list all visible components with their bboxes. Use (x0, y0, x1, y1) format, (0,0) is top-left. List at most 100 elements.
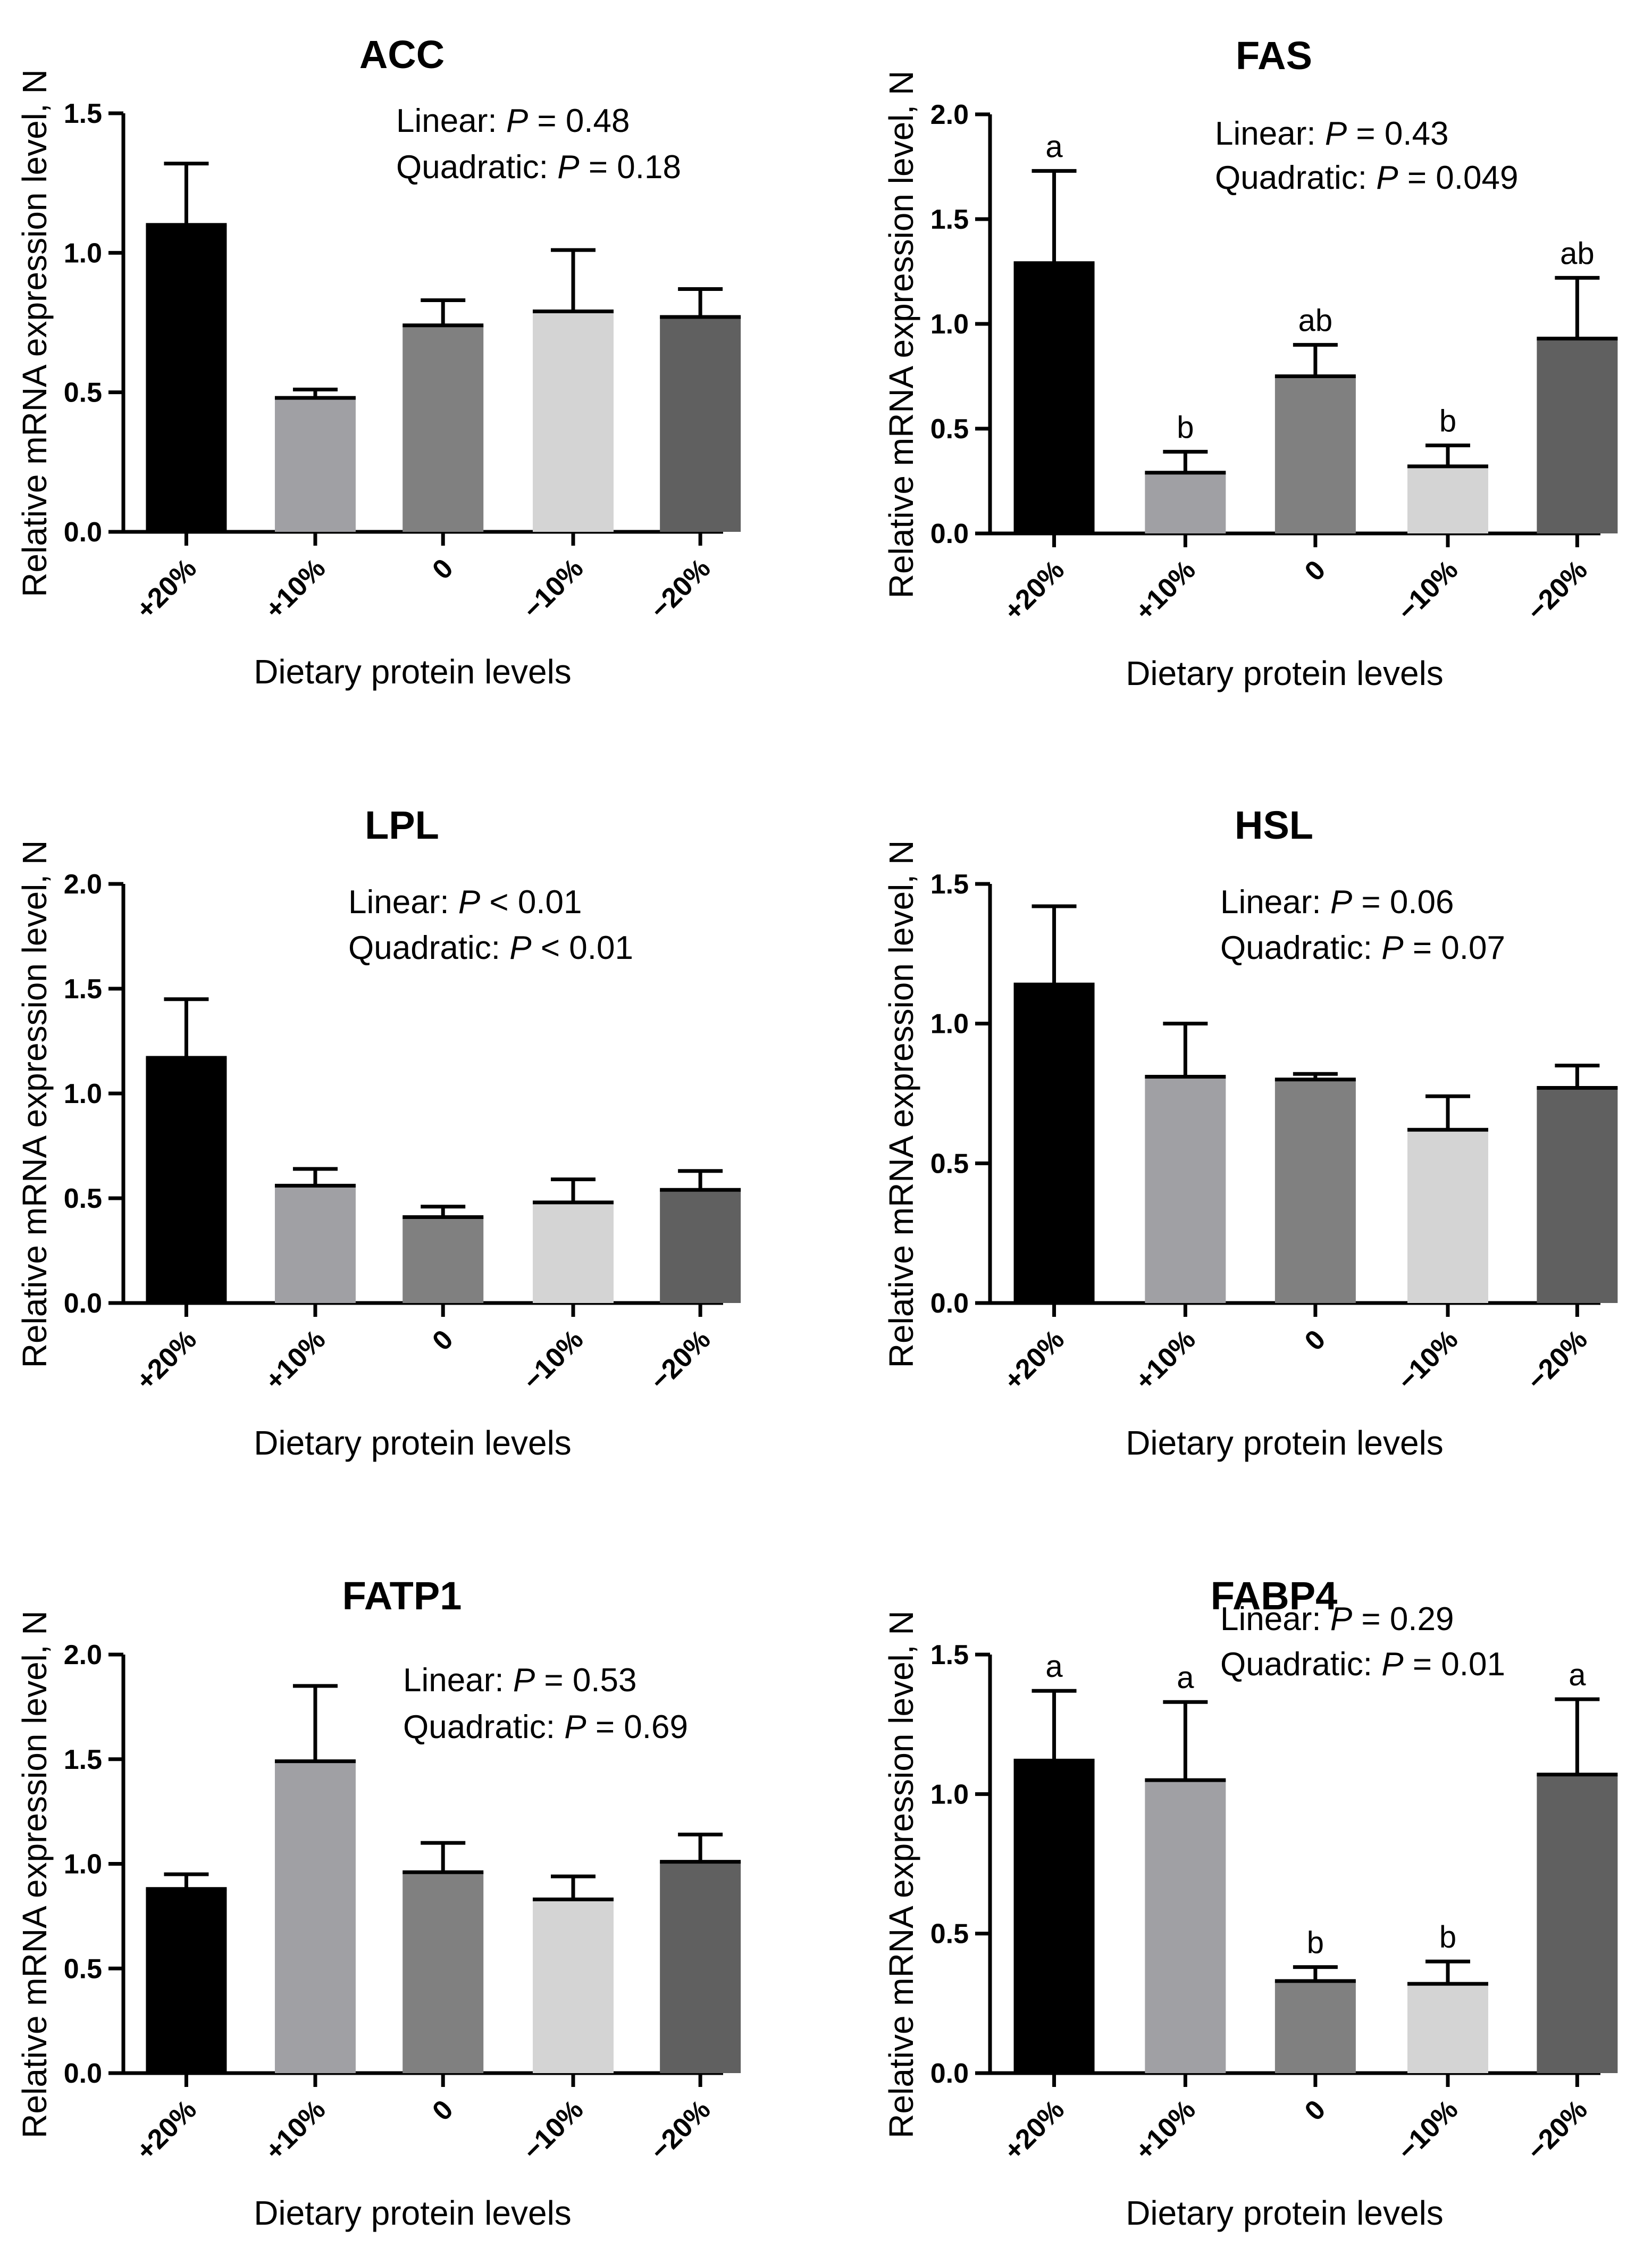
y-tick-label: 0.5 (64, 1953, 102, 1984)
y-tick-label: 2.0 (64, 869, 102, 900)
bar-2 (274, 1185, 356, 1303)
quadratic-p-annotation: Quadratic: P = 0.01 (1220, 1646, 1505, 1683)
chart-title: ACC (359, 32, 445, 77)
bar-1 (1013, 263, 1095, 533)
y-axis-label: Relative mRNA expression level, N (15, 1610, 54, 2138)
x-tick-label: +20% (998, 554, 1070, 627)
x-tick-label: +10% (259, 553, 331, 625)
y-tick-label: 1.5 (64, 1744, 102, 1775)
quadratic-p-annotation: Quadratic: P = 0.07 (1220, 930, 1505, 966)
x-tick-label: −10% (1391, 554, 1464, 627)
y-tick-label: 1.5 (930, 869, 969, 900)
x-tick-label: −20% (644, 553, 717, 625)
y-tick-label: 0.0 (64, 1288, 102, 1319)
bar-1 (146, 1058, 227, 1303)
bar-4 (1407, 1130, 1488, 1303)
linear-p-annotation: Linear: P < 0.01 (348, 884, 582, 921)
x-tick-label: 0 (1299, 554, 1331, 587)
bar-2 (1145, 1780, 1226, 2073)
x-axis-label: Dietary protein levels (254, 1424, 572, 1462)
x-tick-label: 0 (426, 1324, 459, 1356)
bar-5 (660, 317, 741, 532)
x-tick-label: 0 (1299, 1324, 1331, 1356)
y-tick-label: 1.0 (64, 1849, 102, 1880)
x-tick-label: −20% (1521, 1324, 1594, 1396)
x-tick-label: −20% (644, 1324, 717, 1396)
chart-panel-fas: FAS 0.0 0.5 1.0 1.5 2.0 Relative mRNA expressi… (882, 34, 1618, 692)
bar-4 (533, 1899, 614, 2073)
y-tick-label: 1.0 (930, 1009, 969, 1040)
bar-1 (1013, 1760, 1095, 2073)
y-tick-label: 1.5 (930, 1640, 969, 1671)
chart-panel-acc: ACC 0.0 0.5 1.0 1.5 Relative mRNA expression … (15, 32, 741, 691)
quadratic-p-annotation: Quadratic: P = 0.18 (396, 149, 681, 186)
significance-letter: ab (1560, 236, 1595, 271)
x-tick-label: +10% (259, 1324, 331, 1396)
x-axis-label: Dietary protein levels (1126, 1424, 1444, 1462)
chart-panel-hsl: HSL 0.0 0.5 1.0 1.5 Relative mRNA expression … (882, 803, 1618, 1462)
y-tick-label: 2.0 (930, 99, 969, 130)
x-tick-label: 0 (1299, 2094, 1331, 2126)
y-tick-label: 0.0 (930, 519, 969, 549)
bar-3 (1274, 1079, 1356, 1303)
bar-5 (660, 1861, 741, 2073)
x-tick-label: +10% (259, 2094, 331, 2166)
significance-letter: b (1307, 1926, 1324, 1960)
significance-letter: a (1177, 1660, 1194, 1695)
y-axis-label: Relative mRNA expression level, N (15, 69, 54, 597)
y-tick-label: 0.5 (930, 1919, 969, 1950)
y-tick-label: 1.5 (930, 204, 969, 235)
x-axis-label: Dietary protein levels (1126, 2194, 1444, 2232)
x-tick-label: 0 (426, 2094, 459, 2126)
quadratic-p-annotation: Quadratic: P = 0.049 (1215, 160, 1518, 196)
bar-4 (533, 311, 614, 532)
y-tick-label: 1.5 (64, 98, 102, 129)
linear-p-annotation: Linear: P = 0.06 (1220, 884, 1454, 921)
x-tick-label: −20% (1521, 2094, 1594, 2166)
chart-title: FAS (1236, 34, 1312, 78)
bar-3 (1274, 376, 1356, 533)
significance-letter: ab (1298, 303, 1333, 338)
quadratic-p-annotation: Quadratic: P < 0.01 (348, 930, 633, 966)
bar-3 (402, 1217, 484, 1303)
bar-2 (1145, 472, 1226, 533)
chart-panel-lpl: LPL 0.0 0.5 1.0 1.5 2.0 Relative mRNA expressi… (15, 803, 741, 1462)
chart-title: FATP1 (342, 1574, 462, 1618)
x-tick-label: +10% (1129, 554, 1202, 627)
significance-letter: b (1439, 1920, 1456, 1955)
x-axis-label: Dietary protein levels (254, 653, 572, 691)
y-tick-label: 0.5 (64, 378, 102, 408)
x-tick-label: −10% (517, 553, 589, 625)
bar-3 (402, 1872, 484, 2073)
bar-5 (660, 1190, 741, 1303)
bar-2 (1145, 1076, 1226, 1303)
significance-letter: a (1045, 1649, 1063, 1684)
x-tick-label: −10% (1391, 1324, 1464, 1396)
y-tick-label: 1.0 (930, 309, 969, 340)
x-tick-label: −20% (1521, 554, 1594, 627)
bar-4 (1407, 1984, 1488, 2073)
y-tick-label: 0.5 (64, 1183, 102, 1214)
y-tick-label: 0.5 (930, 414, 969, 445)
y-tick-label: 0.0 (64, 517, 102, 548)
x-tick-label: +20% (998, 1324, 1070, 1396)
y-tick-label: 0.0 (930, 2058, 969, 2089)
y-tick-label: 2.0 (64, 1640, 102, 1671)
x-axis-label: Dietary protein levels (1126, 654, 1444, 692)
x-tick-label: +10% (1129, 2094, 1202, 2166)
x-tick-label: −10% (517, 2094, 589, 2166)
significance-letter: b (1177, 410, 1194, 445)
y-axis-label: Relative mRNA expression level, N (882, 71, 920, 598)
chart-panel-fatp1: FATP1 0.0 0.5 1.0 1.5 2.0 Relative mRNA expres… (15, 1574, 741, 2232)
x-tick-label: 0 (426, 553, 459, 585)
chart-panel-fabp4: FABP4 0.0 0.5 1.0 1.5 Relative mRNA expressio… (882, 1574, 1618, 2232)
x-tick-label: +20% (130, 1324, 203, 1396)
x-tick-label: +20% (998, 2094, 1070, 2166)
y-axis-label: Relative mRNA expression level, N (882, 840, 920, 1368)
bar-1 (146, 1889, 227, 2073)
chart-title: HSL (1235, 803, 1313, 847)
x-tick-label: +20% (130, 2094, 203, 2166)
significance-letter: a (1569, 1658, 1586, 1692)
bar-4 (533, 1202, 614, 1303)
